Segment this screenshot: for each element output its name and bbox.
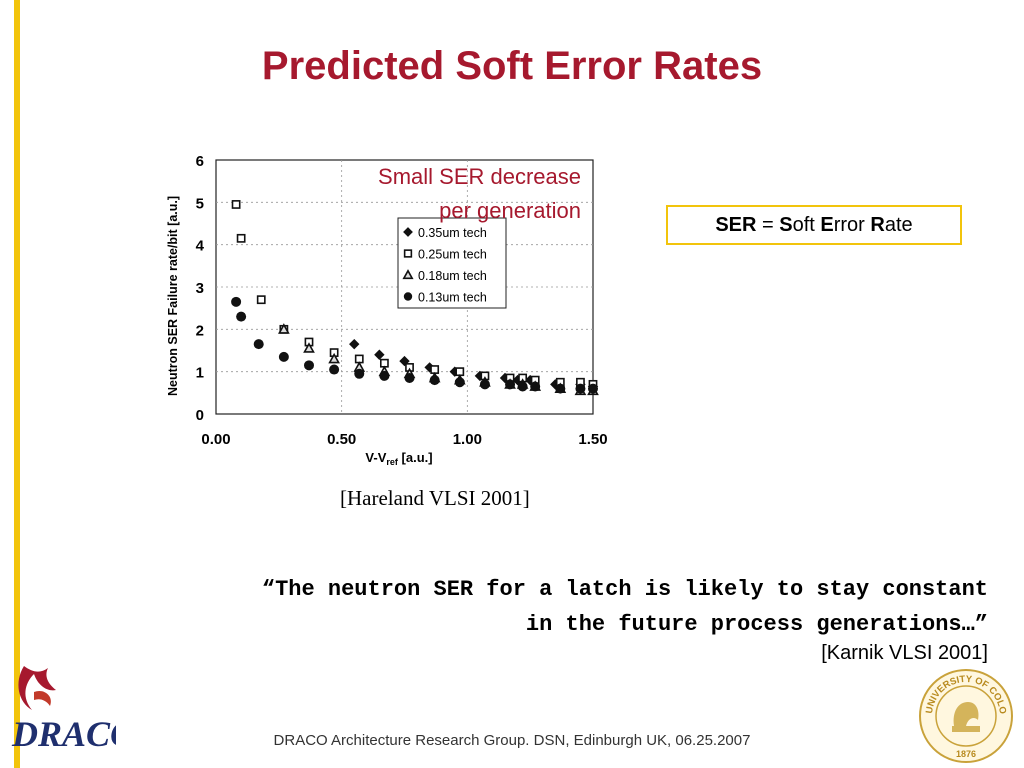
data-point [379,370,390,381]
legend-marker [403,249,413,258]
y-axis-label: Neutron SER Failure rate/bit [a.u.] [166,196,180,396]
def-rror: rror [833,213,871,236]
legend-label: 0.35um tech [418,226,487,240]
footer: DRACO Architecture Research Group. DSN, … [273,732,751,749]
legend-label: 0.13um tech [418,291,487,305]
x-tick-label: 1.50 [578,431,607,448]
data-point [555,383,566,394]
def-e: E [820,213,834,236]
cu-seal: UNIVERSITY OF COLORADO 1876 [918,668,1013,763]
legend-label: 0.25um tech [418,248,487,262]
draco-logo-text: DRACO [11,714,116,754]
x-axis-label-tail: [a.u.] [398,450,433,465]
annotation-line1: Small SER decrease [378,164,581,189]
ser-definition-box: SER = Soft Error Rate [666,205,962,245]
def-oft: oft [792,213,821,236]
data-point [236,311,247,322]
data-point [505,379,516,390]
data-point [278,323,290,334]
def-eq: = [756,213,780,236]
quote-line-1: “The neutron SER for a latch is likely t… [261,577,988,602]
cu-seal-year: 1876 [956,749,976,759]
def-r: R [870,213,885,236]
plot-area: 0 1 2 3 4 5 6 0.00 0.50 1.00 1.50 0.35um tech 0.25um… [196,153,608,448]
quote-line-2: in the future process generations…” [525,612,988,637]
y-tick-label: 6 [196,153,204,170]
def-s: S [779,213,793,236]
quote: “The neutron SER for a latch is likely t… [40,572,988,642]
def-abbr: SER [715,213,757,236]
data-point [575,383,586,394]
ser-chart: 0 1 2 3 4 5 6 0.00 0.50 1.00 1.50 0.35um tech 0.25um… [166,153,608,467]
legend-label: 0.18um tech [418,269,487,283]
legend-marker [403,292,413,301]
y-tick-label: 4 [196,238,205,255]
x-tick-label: 0.00 [201,431,230,448]
data-point [517,381,528,392]
data-point [374,349,385,360]
data-point [479,379,490,390]
data-point [404,373,415,384]
def-ate: ate [884,213,913,236]
annotation-line2: per generation [439,198,581,223]
data-point [349,338,360,350]
data-point [429,375,440,386]
x-axis-label: V-Vref [a.u.] [365,450,432,467]
y-tick-label: 3 [196,280,204,297]
data-point [354,368,365,379]
x-tick-label: 0.50 [327,431,356,448]
data-point [328,352,340,364]
legend-marker [402,269,414,280]
legend-marker [403,227,413,237]
data-point [231,200,241,209]
data-point [236,233,246,243]
y-tick-label: 1 [196,365,204,382]
quote-citation: [Karnik VLSI 2001] [821,642,988,664]
chart-citation: [Hareland VLSI 2001] [340,486,530,510]
x-axis-label-main: V-V [365,450,386,465]
data-point [454,377,465,388]
slide-title: Predicted Soft Error Rates [261,44,763,88]
x-axis-label-sub: ref [386,457,399,467]
x-tick-label: 1.00 [453,431,482,448]
y-tick-label: 0 [196,407,204,424]
data-point [231,296,242,307]
draco-logo: DRACO [11,666,116,754]
data-point [530,381,541,392]
data-point [303,360,314,371]
data-point [329,364,340,375]
legend-box [397,217,507,309]
data-point [256,295,266,305]
data-point [303,342,315,353]
y-tick-label: 2 [196,322,204,339]
accent-bar [14,0,20,768]
data-point [278,351,289,362]
data-point [253,339,264,350]
y-tick-label: 5 [196,195,204,212]
data-point [588,383,598,394]
